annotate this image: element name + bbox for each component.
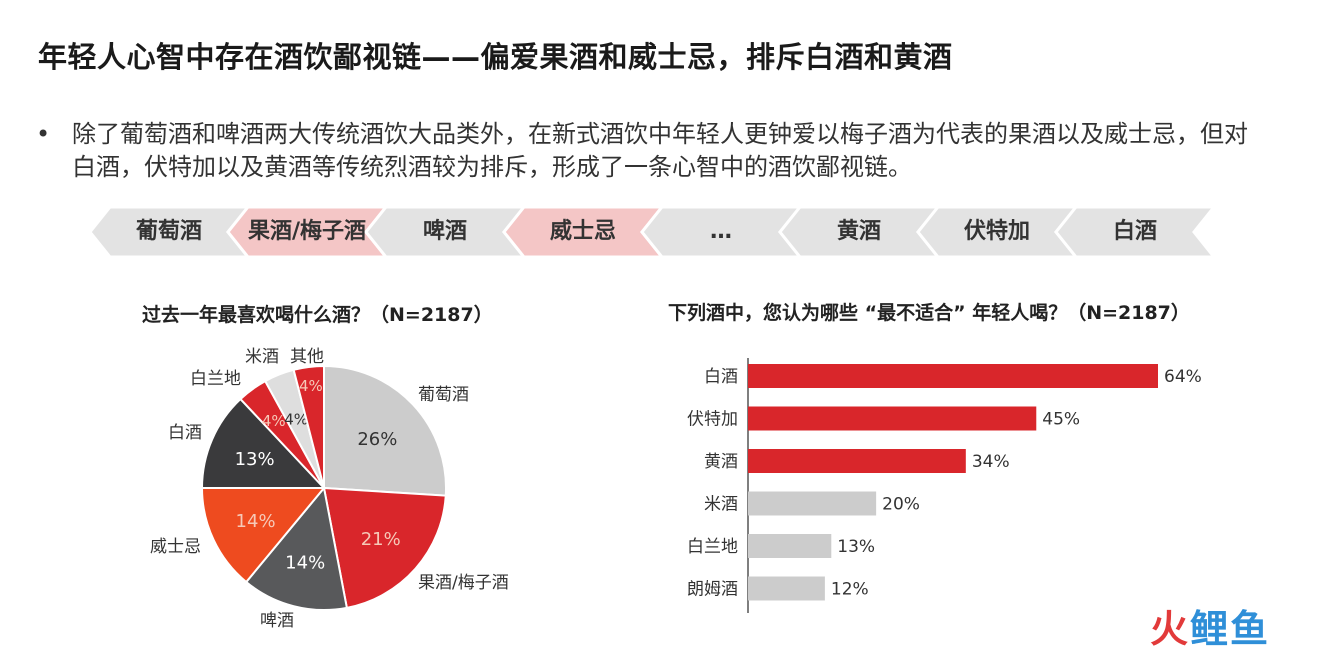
chain-arrow-7 (1054, 205, 1218, 259)
watermark-part1: 火 (1150, 607, 1191, 651)
bar-2 (748, 449, 966, 473)
pie-value-label-7: 4% (299, 377, 323, 395)
bar-category-label-4: 白兰地 (687, 537, 738, 557)
pie-category-label-1: 果酒/梅子酒 (418, 573, 509, 593)
pie-category-label-0: 葡萄酒 (418, 385, 469, 405)
bullet-dot: • (36, 120, 51, 148)
bar-category-label-0: 白酒 (704, 367, 738, 387)
bar-value-label-4: 13% (837, 537, 875, 557)
pie-value-label-5: 4% (262, 412, 286, 430)
pie-category-label-6: 米酒 (245, 347, 279, 367)
pie-value-label-1: 21% (361, 529, 401, 550)
chain-label-3: 威士忌 (549, 219, 616, 244)
bar-value-label-3: 20% (882, 495, 920, 515)
pie-slice-1 (322, 486, 447, 610)
pie-slice-2 (244, 485, 349, 611)
pie-category-label-4: 白酒 (168, 423, 202, 443)
chain-label-7: 白酒 (1112, 219, 1157, 244)
page-title: 年轻人心智中存在酒饮鄙视链——偏爱果酒和威士忌，排斥白酒和黄酒 (38, 40, 953, 74)
pie-chart-title: 过去一年最喜欢喝什么酒？（N=2187） (142, 304, 493, 326)
bar-value-label-2: 34% (972, 452, 1010, 472)
chain-label-0: 葡萄酒 (135, 219, 202, 244)
chain-label-2: 啤酒 (422, 219, 467, 244)
bar-chart-title: 下列酒中，您认为哪些 “最不适合” 年轻人喝？（N=2187） (668, 302, 1190, 324)
chain-label-6: 伏特加 (963, 219, 1030, 244)
watermark-logo: 火鲤鱼 (1150, 598, 1270, 653)
chain-label-4: … (710, 219, 732, 244)
bar-5 (748, 576, 825, 601)
pie-category-label-3: 威士忌 (150, 537, 201, 557)
bar-category-label-5: 朗姆酒 (687, 580, 738, 600)
bar-0 (748, 364, 1158, 388)
pie-value-label-4: 13% (235, 449, 275, 470)
bar-category-label-2: 黄酒 (704, 452, 738, 472)
pie-slice-4 (200, 397, 327, 489)
pie-category-label-5: 白兰地 (190, 369, 241, 389)
bar-category-label-1: 伏特加 (687, 410, 738, 430)
pie-category-label-7: 其他 (290, 347, 324, 367)
bar-1 (748, 406, 1037, 431)
bar-4 (748, 534, 832, 558)
pie-category-label-2: 啤酒 (260, 611, 294, 631)
pie-value-label-3: 14% (236, 511, 276, 532)
intro-text: 除了葡萄酒和啤酒两大传统酒饮大品类外，在新式酒饮中年轻人更钟爱以梅子酒为代表的果… (72, 120, 1248, 181)
chain-label-1: 果酒/梅子酒 (247, 219, 367, 244)
bar-value-label-5: 12% (831, 580, 869, 600)
pie-slice-3 (200, 487, 327, 584)
bar-value-label-1: 45% (1042, 410, 1080, 430)
pie-value-label-0: 26% (357, 429, 397, 450)
pie-slice-0 (323, 364, 447, 497)
bar-category-label-3: 米酒 (704, 495, 738, 515)
watermark-part2: 鲤鱼 (1190, 607, 1271, 651)
chain-label-5: 黄酒 (836, 219, 881, 244)
pie-slice-7 (292, 364, 325, 489)
pie-value-label-2: 14% (285, 552, 325, 573)
bar-value-label-0: 64% (1164, 367, 1202, 387)
bar-3 (748, 491, 877, 516)
pie-value-label-6: 4% (284, 411, 308, 429)
